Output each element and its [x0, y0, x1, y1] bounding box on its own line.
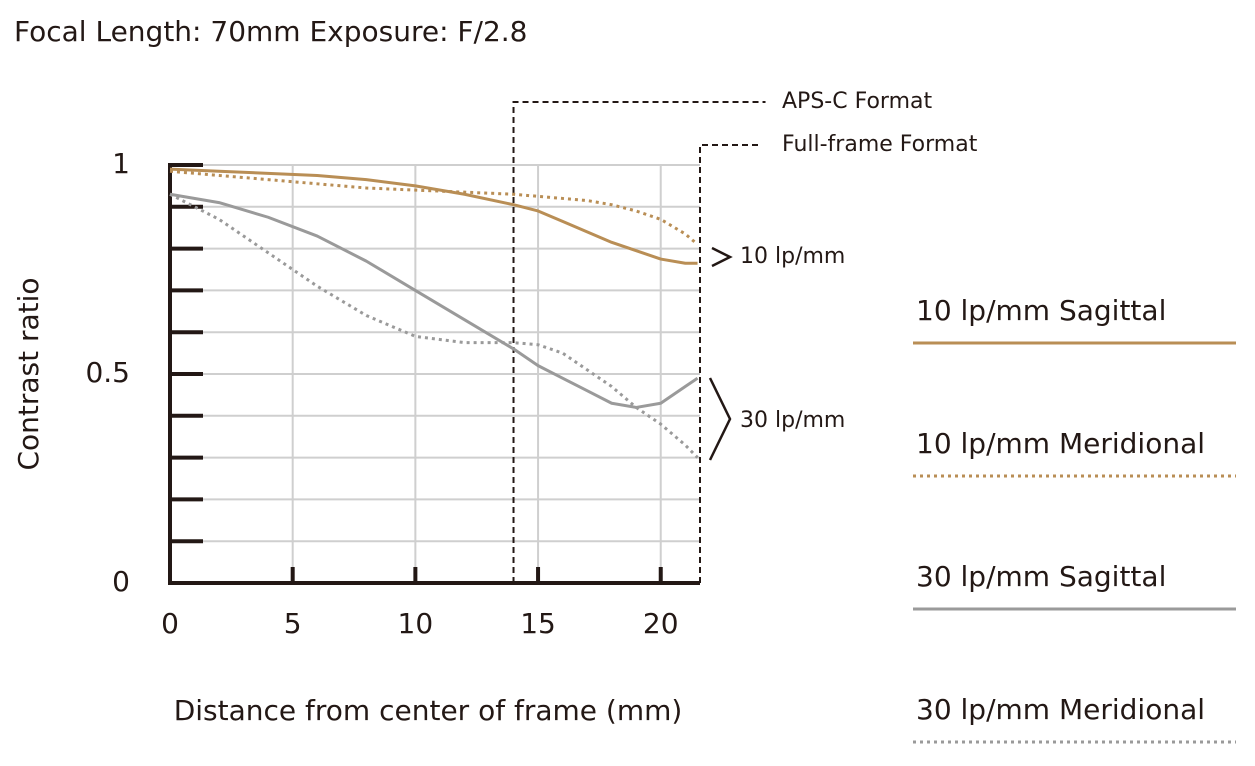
y-tick-label: 1 [112, 147, 130, 180]
legend-label: 30 lp/mm Sagittal [916, 560, 1166, 593]
series-line [169, 169, 699, 246]
y-axis-label: Contrast ratio [12, 277, 45, 470]
group-label: 10 lp/mm [740, 244, 845, 269]
series-line [169, 167, 698, 265]
series-line [169, 192, 699, 459]
legend-label: 10 lp/mm Sagittal [916, 294, 1166, 327]
group-label: 30 lp/mm [740, 408, 845, 433]
bracket [711, 246, 733, 268]
x-tick-label: 20 [643, 607, 679, 640]
y-tick-label: 0 [112, 565, 130, 598]
y-tick-label: 0.5 [85, 356, 130, 389]
x-tick-label: 15 [520, 607, 556, 640]
bracket [708, 377, 732, 461]
legend-label: 30 lp/mm Meridional [916, 693, 1205, 726]
format-label: Full-frame Format [782, 132, 978, 157]
legend-label: 10 lp/mm Meridional [916, 427, 1205, 460]
x-axis-label: Distance from center of frame (mm) [174, 694, 683, 727]
format-line [512, 101, 766, 583]
series-line [169, 192, 699, 409]
x-tick-label: 5 [284, 607, 302, 640]
format-line [699, 144, 762, 583]
x-tick-label: 10 [398, 607, 434, 640]
chart-title: Focal Length: 70mm Exposure: F/2.8 [14, 15, 528, 48]
format-label: APS-C Format [782, 89, 932, 114]
x-tick-label: 0 [161, 607, 179, 640]
